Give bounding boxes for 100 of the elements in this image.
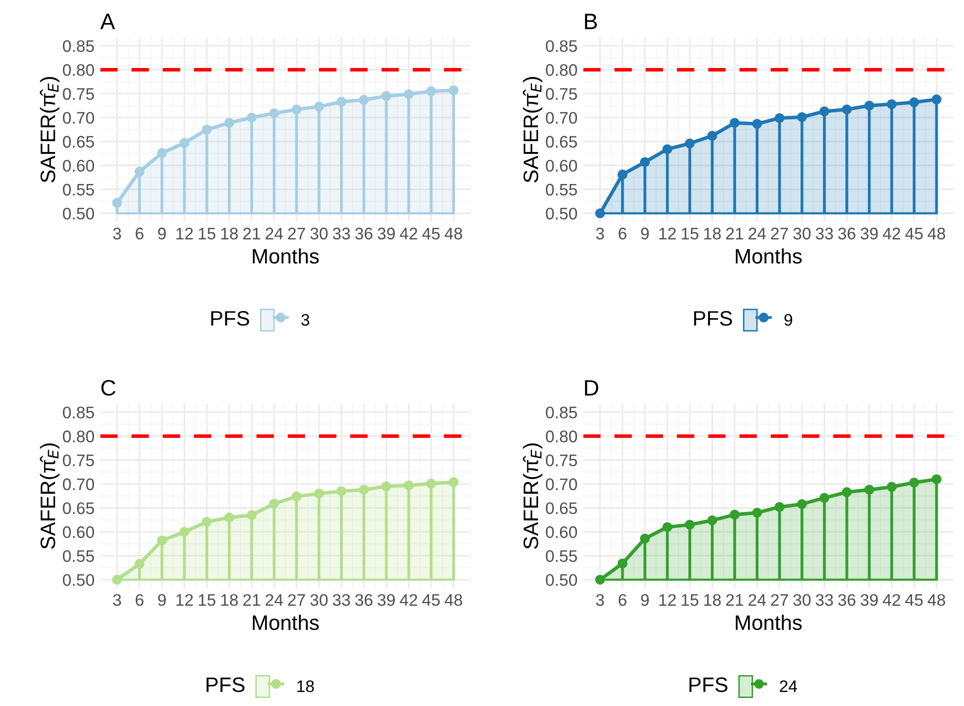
x-tick-label: 24: [748, 228, 766, 240]
x-axis-title: Months: [736, 248, 802, 264]
y-tick-label: 0.75: [546, 454, 577, 466]
x-tick-label: 36: [838, 228, 856, 240]
x-tick-label: 18: [704, 594, 721, 606]
x-tick-label: 45: [905, 228, 923, 240]
x-tick-label: 12: [659, 228, 676, 240]
y-tick-label: 0.60: [546, 526, 578, 538]
y-axis-title: SAFER(π̂$_{E}$): [40, 77, 60, 182]
x-tick-label: 30: [310, 228, 328, 240]
x-tick-label: 45: [422, 594, 440, 606]
y-tick-label: 0.60: [62, 160, 94, 172]
y-tick-label: 0.75: [62, 88, 94, 100]
x-tick-label: 36: [355, 594, 372, 606]
y-axis-title: SAFER(π̂$_{E}$): [522, 77, 542, 182]
y-tick-label: 0.75: [546, 88, 577, 100]
x-tick-label: 24: [748, 594, 766, 606]
x-tick-label: 3: [113, 228, 121, 240]
legend-label: 3: [301, 314, 310, 326]
x-tick-label: 27: [771, 594, 788, 606]
x-tick-label: 48: [444, 594, 462, 606]
x-tick-label: 30: [793, 594, 811, 606]
legend-title: PFS: [690, 677, 728, 692]
x-tick-label: 12: [176, 594, 193, 606]
y-tick-label: 0.65: [546, 502, 577, 514]
x-tick-label: 9: [641, 228, 649, 240]
x-tick-label: 15: [682, 228, 698, 240]
x-tick-label: 18: [221, 594, 238, 606]
x-tick-label: 33: [332, 228, 350, 240]
x-tick-label: 12: [176, 228, 193, 240]
x-tick-label: 36: [355, 228, 372, 240]
x-tick-label: 33: [816, 228, 833, 240]
x-tick-label: 24: [266, 228, 283, 240]
x-tick-label: 3: [113, 594, 121, 606]
y-tick-label: 0.70: [546, 112, 578, 124]
y-tick-label: 0.85: [62, 406, 94, 418]
x-axis-title: Months: [252, 614, 319, 630]
x-tick-label: 42: [882, 228, 900, 240]
y-tick-label: 0.55: [546, 550, 577, 562]
y-tick-label: 0.65: [62, 502, 94, 514]
x-tick-label: 42: [882, 594, 900, 606]
x-tick-label: 3: [596, 594, 604, 606]
x-tick-label: 12: [659, 594, 676, 606]
x-tick-label: 27: [771, 228, 788, 240]
y-tick-label: 0.80: [546, 430, 578, 442]
y-tick-label: 0.85: [546, 406, 577, 418]
x-tick-label: 33: [332, 594, 350, 606]
y-tick-label: 0.70: [62, 112, 94, 124]
x-tick-label: 42: [400, 228, 418, 240]
y-tick-label: 0.70: [62, 478, 94, 490]
x-tick-label: 21: [243, 594, 260, 606]
x-axis-title: Months: [736, 614, 802, 630]
chart-title: C: [101, 380, 116, 396]
x-tick-label: 45: [905, 594, 923, 606]
x-tick-label: 3: [596, 228, 604, 240]
y-tick-label: 0.60: [546, 160, 578, 172]
x-tick-label: 39: [860, 594, 878, 606]
legend-label: 18: [297, 680, 314, 692]
x-tick-label: 21: [726, 228, 744, 240]
x-tick-label: 6: [136, 594, 144, 606]
x-tick-label: 9: [158, 228, 166, 240]
x-tick-label: 39: [378, 594, 395, 606]
x-tick-label: 9: [158, 594, 166, 606]
x-tick-label: 36: [838, 594, 856, 606]
y-tick-label: 0.55: [62, 550, 94, 562]
legend-label: 24: [780, 680, 798, 692]
y-tick-label: 0.50: [546, 574, 578, 586]
x-tick-label: 27: [288, 594, 305, 606]
chart-title: D: [585, 380, 598, 396]
x-tick-label: 48: [928, 228, 946, 240]
y-tick-label: 0.80: [62, 430, 94, 442]
x-tick-label: 21: [726, 594, 744, 606]
x-tick-label: 21: [243, 228, 260, 240]
y-tick-label: 0.55: [546, 184, 577, 196]
legend-title: PFS: [211, 310, 250, 326]
x-tick-label: 6: [136, 228, 144, 240]
x-tick-label: 18: [704, 228, 721, 240]
x-tick-label: 6: [618, 228, 626, 240]
y-tick-label: 0.70: [546, 478, 578, 490]
x-tick-label: 15: [682, 594, 698, 606]
x-tick-label: 39: [860, 228, 878, 240]
x-tick-label: 39: [378, 228, 395, 240]
x-tick-label: 48: [928, 594, 946, 606]
y-tick-label: 0.50: [62, 208, 94, 220]
y-tick-label: 0.80: [546, 64, 578, 76]
x-tick-label: 9: [641, 594, 649, 606]
legend-label: 9: [784, 314, 792, 326]
y-tick-label: 0.50: [62, 574, 94, 586]
y-tick-label: 0.60: [62, 526, 94, 538]
x-tick-label: 27: [288, 228, 305, 240]
y-axis-title: SAFER(π̂$_{E}$): [40, 443, 60, 549]
x-tick-label: 33: [816, 594, 833, 606]
x-tick-label: 15: [198, 228, 216, 240]
legend-title: PFS: [694, 310, 732, 326]
y-tick-label: 0.65: [546, 136, 577, 148]
x-tick-label: 6: [618, 594, 626, 606]
x-tick-label: 15: [198, 594, 216, 606]
chart-title: A: [100, 14, 116, 30]
y-tick-label: 0.50: [546, 208, 578, 220]
y-tick-label: 0.85: [62, 40, 94, 52]
